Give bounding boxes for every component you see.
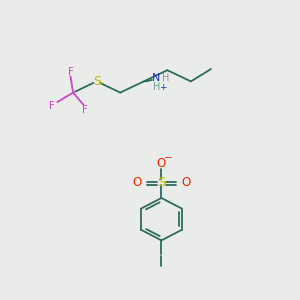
Text: F: F bbox=[49, 100, 55, 110]
Text: O: O bbox=[132, 176, 142, 189]
Text: S: S bbox=[157, 176, 166, 189]
Text: O: O bbox=[182, 176, 190, 189]
Text: F: F bbox=[82, 105, 88, 115]
Text: S: S bbox=[93, 75, 101, 88]
Text: O: O bbox=[157, 157, 166, 170]
Text: N: N bbox=[152, 73, 160, 83]
Text: H: H bbox=[152, 82, 160, 92]
Text: H: H bbox=[162, 73, 170, 83]
Text: +: + bbox=[159, 83, 166, 92]
Text: F: F bbox=[68, 67, 74, 77]
Text: −: − bbox=[164, 153, 173, 163]
